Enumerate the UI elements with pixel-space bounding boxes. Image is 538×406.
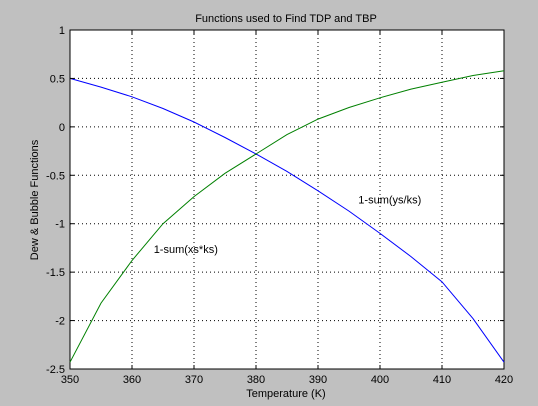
annotation-label: 1-sum(xs*ks) (154, 244, 218, 256)
y-tick-label: -2.5 (46, 364, 65, 376)
y-tick-label: -0.5 (46, 170, 65, 182)
x-tick-label: 380 (247, 374, 265, 386)
x-tick-label: 400 (371, 374, 389, 386)
y-tick-label: -1 (55, 219, 65, 231)
y-tick-label: 1 (59, 25, 65, 37)
y-tick-label: -1.5 (46, 267, 65, 279)
series-line-2 (69, 70, 505, 363)
annotations: 1-sum(ys/ks) 1-sum(xs*ks) (154, 195, 422, 256)
x-tick-label: 420 (495, 374, 513, 386)
y-tick-label: 0.5 (50, 73, 65, 85)
annotation-label: 1-sum(ys/ks) (358, 195, 421, 207)
x-tick-label: 410 (433, 374, 451, 386)
y-axis: -2.5 -2 -1.5 -1 -0.5 0 0.5 1 (46, 25, 504, 376)
y-tick-label: -2 (55, 316, 65, 328)
chart-title: Functions used to Find TDP and TBP (195, 13, 377, 25)
x-axis-label: Temperature (K) (246, 388, 325, 400)
x-axis: 350 360 370 380 390 400 410 420 (61, 30, 513, 386)
x-tick-label: 390 (309, 374, 327, 386)
series-line-1 (69, 77, 505, 363)
x-tick-label: 350 (61, 374, 79, 386)
y-axis-label: Dew & Bubble Functions (29, 139, 41, 260)
plot-area (69, 29, 505, 370)
grid (70, 30, 504, 369)
x-tick-label: 370 (185, 374, 203, 386)
y-tick-label: 0 (59, 122, 65, 134)
series-layer (69, 70, 505, 363)
x-tick-label: 360 (123, 374, 141, 386)
